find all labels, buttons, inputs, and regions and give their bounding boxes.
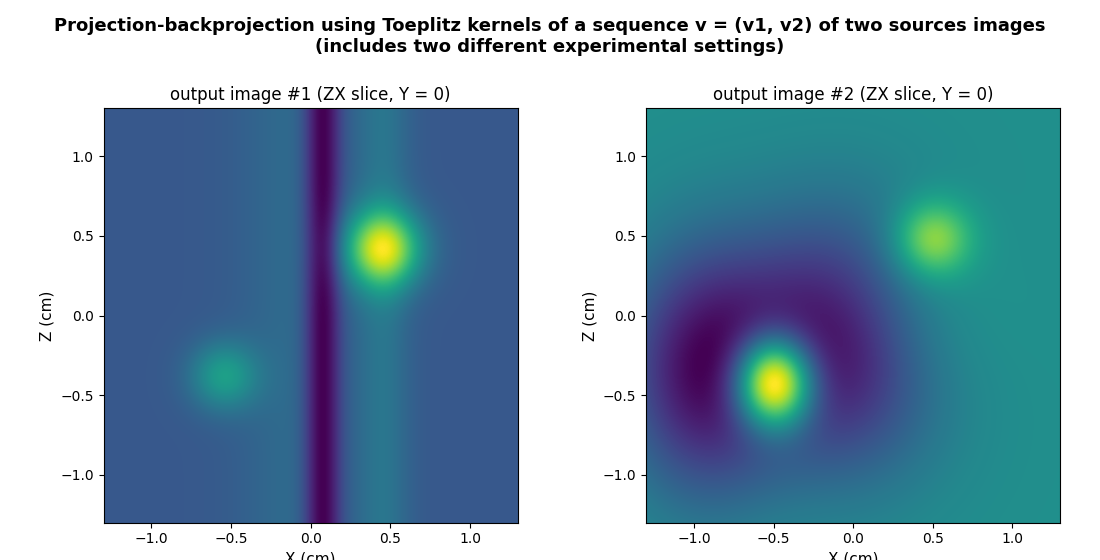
Y-axis label: Z (cm): Z (cm) [582, 290, 597, 340]
Title: output image #1 (ZX slice, Y = 0): output image #1 (ZX slice, Y = 0) [170, 86, 451, 104]
Title: output image #2 (ZX slice, Y = 0): output image #2 (ZX slice, Y = 0) [713, 86, 993, 104]
Y-axis label: Z (cm): Z (cm) [40, 290, 55, 340]
X-axis label: X (cm): X (cm) [828, 552, 879, 560]
X-axis label: X (cm): X (cm) [286, 552, 336, 560]
Text: Projection-backprojection using Toeplitz kernels of a sequence v = (v1, v2) of t: Projection-backprojection using Toeplitz… [54, 17, 1046, 55]
